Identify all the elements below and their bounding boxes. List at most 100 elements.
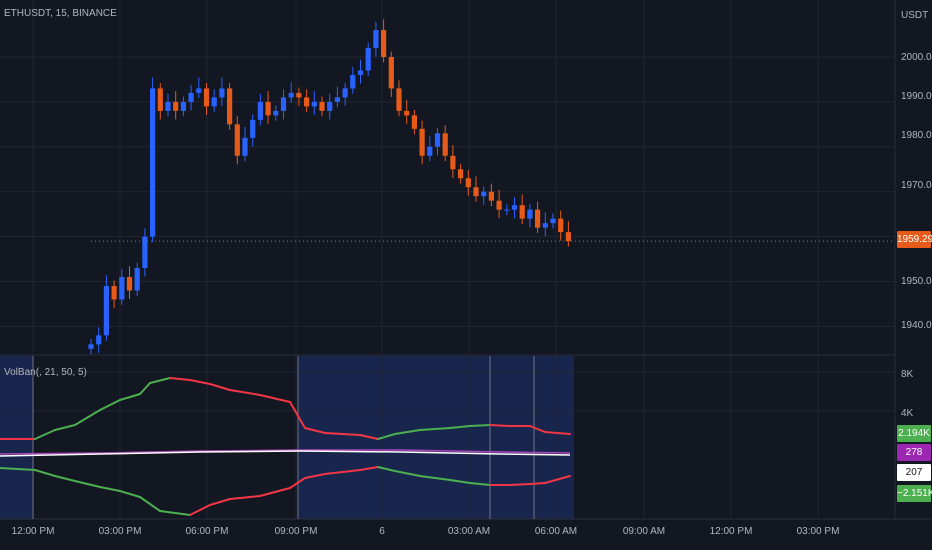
candle	[442, 125, 448, 162]
band-segment	[359, 466, 379, 471]
band-segment	[509, 483, 531, 486]
band-segment	[34, 469, 56, 477]
candle-body	[250, 119, 256, 138]
candle	[473, 176, 479, 202]
mid-volume-line	[0, 450, 571, 457]
band-segment	[529, 482, 546, 485]
band-segment	[189, 379, 211, 385]
candle-body	[542, 223, 548, 228]
band-segment	[469, 482, 491, 486]
band-segment	[169, 377, 191, 381]
candle-body	[535, 209, 541, 228]
time-label: 06:00 AM	[534, 526, 578, 537]
candle-body	[527, 209, 533, 219]
time-label: 6	[379, 526, 385, 537]
price-label: 1980.00	[901, 130, 932, 141]
symbol-title[interactable]: ETHUSDT, 15, BINANCE	[4, 8, 117, 19]
upper-band-badge: 2.194K	[897, 425, 931, 442]
candle	[134, 262, 140, 296]
band-segment	[419, 475, 451, 481]
candle-body	[565, 232, 571, 242]
candle	[342, 83, 348, 106]
candle-body	[396, 88, 402, 111]
price-label: 2000.00	[901, 52, 932, 63]
candle-body	[257, 101, 263, 120]
candle-body	[388, 57, 394, 89]
candle-body	[188, 92, 194, 102]
candle	[465, 170, 471, 196]
band-segment	[324, 469, 361, 475]
candle-body	[103, 285, 109, 336]
candle-body	[365, 48, 371, 71]
band-segment	[139, 496, 161, 512]
candle-body	[442, 133, 448, 156]
band-segment	[544, 475, 571, 484]
candle	[327, 93, 333, 120]
candle	[250, 114, 256, 147]
candle	[535, 201, 541, 234]
band-segment	[449, 479, 471, 484]
candle-body	[373, 30, 379, 49]
candle	[219, 77, 225, 106]
candle	[234, 116, 240, 165]
indicator-axis-label: 8K	[901, 369, 914, 380]
time-label: 09:00 PM	[274, 526, 318, 537]
candle	[173, 91, 179, 120]
time-label: 06:00 PM	[185, 526, 229, 537]
candle-body	[265, 101, 271, 116]
band-segment	[449, 425, 471, 429]
candle	[311, 91, 317, 115]
candle	[126, 266, 133, 300]
candle-body	[511, 205, 518, 210]
price-label: 1940.00	[901, 320, 932, 331]
candle	[404, 100, 410, 124]
candle	[196, 77, 202, 99]
band-segment	[34, 429, 56, 440]
candle	[357, 59, 364, 84]
candle-body	[150, 88, 156, 237]
candle-body	[96, 335, 102, 345]
candle	[496, 189, 502, 219]
band-segment	[139, 382, 151, 395]
candle	[488, 183, 494, 207]
time-label: 12:00 PM	[709, 526, 753, 537]
band-segment	[209, 383, 231, 391]
band-segment	[119, 393, 141, 401]
candle	[296, 87, 302, 106]
candle-body	[126, 277, 133, 291]
session-lines	[32, 356, 535, 519]
price-label: 1970.00	[901, 180, 932, 191]
candle-body	[550, 218, 556, 224]
indicator-title[interactable]: VolBan(, 21, 50, 5)	[4, 367, 87, 378]
candle-body	[427, 146, 433, 156]
candle-body	[119, 277, 125, 300]
candle-body	[234, 124, 240, 156]
band-segment	[74, 480, 101, 488]
candle-body	[350, 74, 356, 89]
candle	[373, 21, 379, 57]
session-shade	[298, 356, 574, 519]
band-segment	[289, 401, 306, 429]
candle	[103, 275, 109, 341]
candle	[203, 83, 210, 115]
candle	[119, 268, 125, 305]
band-segment	[419, 427, 451, 431]
candle	[511, 197, 518, 219]
candle-body	[219, 88, 225, 98]
candle-body	[157, 88, 163, 111]
band-segment	[394, 429, 421, 435]
candle-body	[203, 88, 210, 107]
candle	[388, 51, 394, 97]
candle-body	[465, 178, 471, 188]
candle	[257, 93, 263, 126]
candle-body	[496, 200, 502, 210]
band-segment	[54, 475, 76, 482]
candle	[304, 89, 310, 112]
band-segment	[74, 409, 101, 426]
candle-body	[458, 169, 464, 179]
band-segment	[119, 490, 141, 498]
candle	[319, 96, 325, 117]
candle	[88, 338, 94, 355]
band-segment	[229, 389, 261, 396]
